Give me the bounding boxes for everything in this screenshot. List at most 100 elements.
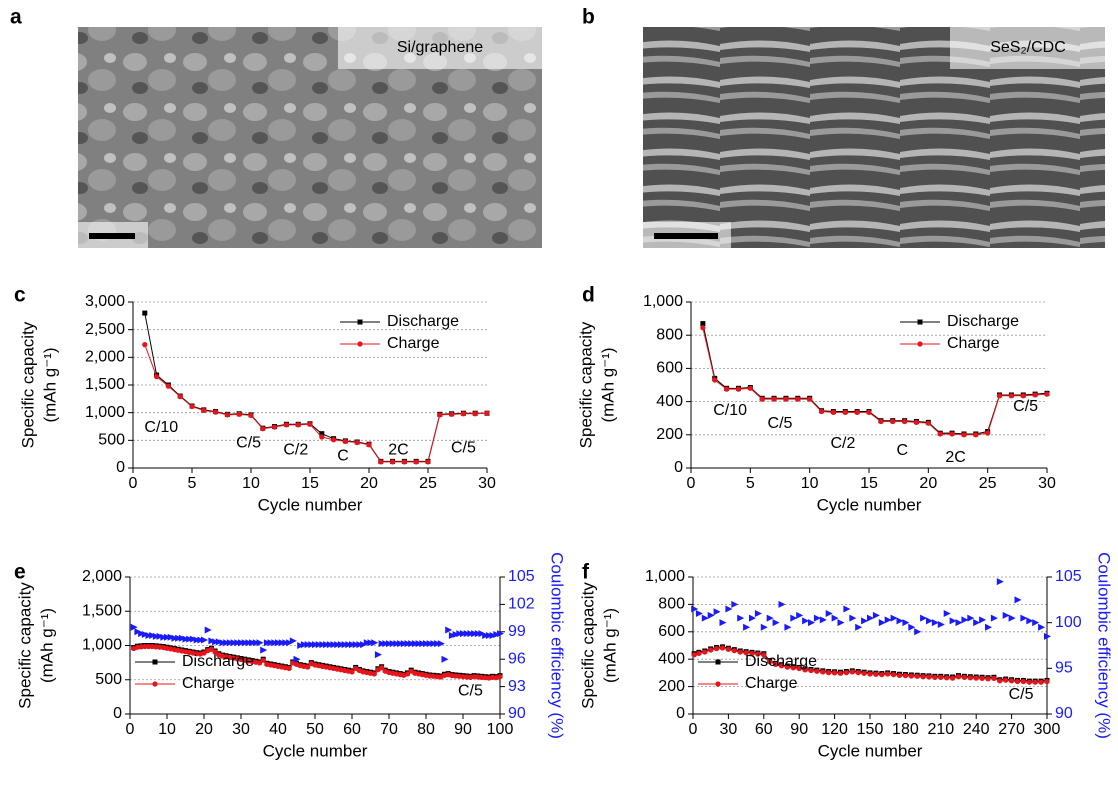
marker (819, 616, 827, 624)
marker (866, 409, 872, 415)
x-tick-label: 5 (746, 475, 755, 492)
x-tick-label: 300 (1034, 721, 1061, 738)
marker (208, 646, 214, 652)
y-tick-label: 1,000 (645, 568, 685, 585)
y-tick-label: 0 (116, 459, 125, 476)
marker (474, 630, 482, 638)
marker (363, 639, 371, 647)
marker (411, 640, 419, 648)
y2-tick-label: 99 (508, 623, 526, 640)
marker (400, 640, 408, 648)
marker (238, 639, 245, 647)
marker (700, 325, 706, 331)
marker (312, 641, 319, 649)
marker (224, 412, 230, 418)
x-tick-label: 20 (360, 475, 378, 492)
marker (386, 640, 393, 648)
marker (1032, 619, 1040, 627)
marker (1032, 392, 1038, 398)
annotation: C/10 (144, 419, 178, 436)
marker (891, 672, 897, 678)
x-tick-label: 0 (129, 475, 138, 492)
marker (896, 617, 904, 625)
annotation: C/10 (713, 402, 747, 419)
marker (808, 619, 815, 627)
y2-tick-label: 100 (1055, 614, 1082, 631)
marker (807, 396, 813, 402)
legend-marker (917, 319, 923, 325)
marker (932, 674, 938, 681)
marker (725, 646, 732, 652)
marker (1014, 678, 1021, 685)
marker (226, 639, 234, 647)
marker (413, 459, 419, 465)
marker (164, 633, 171, 641)
marker (300, 641, 308, 649)
marker (245, 639, 253, 647)
marker (842, 409, 848, 415)
marker (374, 651, 382, 659)
marker (448, 631, 456, 639)
marker (979, 675, 985, 681)
marker (925, 420, 931, 426)
marker (996, 578, 1004, 586)
marker (878, 619, 886, 627)
marker (215, 638, 223, 646)
y-tick-label: 200 (658, 678, 685, 695)
marker (1026, 617, 1034, 625)
x-tick-label: 20 (919, 475, 937, 492)
panel-letter: e (14, 561, 26, 584)
marker (724, 386, 730, 392)
marker (197, 636, 205, 644)
y2-tick-label: 96 (508, 650, 526, 667)
marker (485, 631, 493, 639)
y-tick-label: 2,500 (85, 321, 125, 338)
marker (171, 634, 179, 642)
marker (230, 639, 238, 647)
marker (304, 641, 312, 649)
annotation: C/5 (451, 439, 476, 456)
marker (1038, 623, 1046, 631)
legend-marker (152, 659, 158, 665)
marker (248, 412, 254, 419)
y-axis-label: Specific capacity (578, 582, 597, 709)
x-tick-label: 5 (188, 475, 197, 492)
legend-label: Discharge (182, 653, 254, 670)
marker (832, 670, 838, 676)
marker (378, 459, 384, 465)
annotation: C/5 (236, 434, 261, 451)
marker (831, 614, 839, 622)
y2-tick-label: 102 (508, 596, 535, 613)
legend-marker (357, 319, 363, 325)
marker (134, 628, 142, 636)
y-tick-label: 1,500 (85, 376, 125, 393)
x-tick-label: 30 (478, 475, 496, 492)
annotation: C/5 (1009, 686, 1034, 703)
marker (142, 643, 148, 650)
marker (408, 640, 416, 648)
annotation: C/5 (458, 683, 483, 700)
legend-label: Discharge (947, 313, 1019, 330)
marker (371, 671, 377, 677)
x-tick-label: 90 (454, 721, 472, 738)
x-tick-label: 10 (801, 475, 819, 492)
marker (826, 670, 832, 676)
x-tick-label: 150 (857, 721, 884, 738)
marker (784, 623, 792, 631)
marker (366, 442, 372, 448)
marker (719, 619, 727, 627)
panel-letter: f (582, 561, 590, 584)
marker (489, 631, 497, 639)
x-tick-label: 60 (755, 721, 773, 738)
marker (755, 651, 761, 657)
marker (967, 614, 975, 622)
marker (286, 665, 292, 672)
marker (182, 635, 190, 643)
marker (985, 623, 992, 631)
marker (186, 635, 194, 643)
x-tick-label: 10 (242, 475, 260, 492)
marker (837, 619, 845, 627)
annotation: C/5 (768, 415, 793, 432)
marker (419, 640, 427, 648)
y2-axis-label: Coulombic efficiency (%) (1095, 552, 1114, 739)
